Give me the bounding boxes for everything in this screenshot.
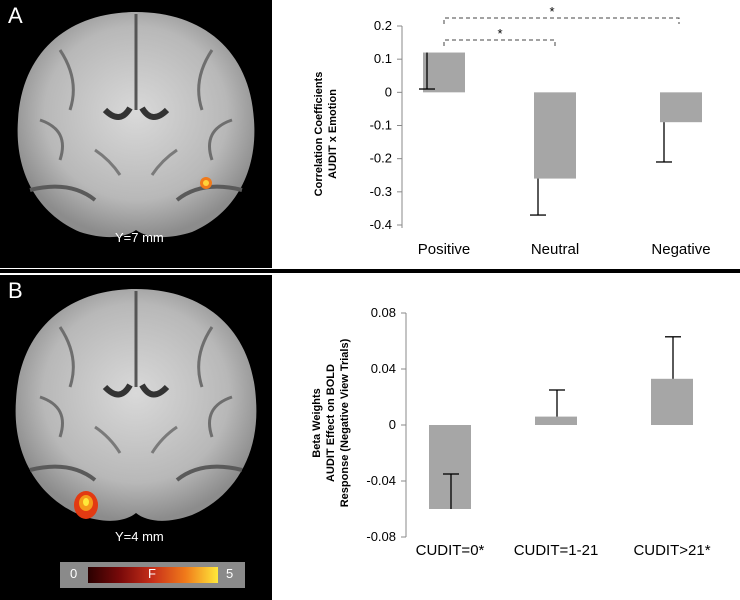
bar-a-2 xyxy=(534,92,576,179)
y-tick-label-b: -0.04 xyxy=(366,473,396,488)
colorbar-gradient xyxy=(88,567,218,583)
sig-star-1: * xyxy=(497,26,502,41)
y-tick-label-b: 0.08 xyxy=(371,305,396,320)
y-tick-label-a: -0.2 xyxy=(370,151,392,166)
sig-bracket-2 xyxy=(443,17,680,24)
category-label-b-3: CUDIT>21* xyxy=(633,542,710,559)
ylabel-b-line2: AUDIT Effect on BOLD xyxy=(325,364,337,482)
bar-chart-b: Beta Weights AUDIT Effect on BOLD Respon… xyxy=(311,305,711,559)
coronal-slice-b xyxy=(15,289,257,521)
ylabel-b-line3: Response (Negative View Trials) xyxy=(339,338,351,507)
y-tick-label-a: -0.3 xyxy=(370,184,392,199)
y-tick-label-a: -0.1 xyxy=(370,118,392,133)
bars-a xyxy=(419,52,702,216)
categories-a: Positive Neutral Negative xyxy=(418,241,711,258)
y-ticks-b: -0.08 -0.04 0 0.04 0.08 xyxy=(366,305,406,544)
ylabel-b-line1: Beta Weights xyxy=(311,388,323,457)
bars-b xyxy=(429,336,693,509)
brain-image-panel-a: A Y=7 mm xyxy=(0,0,272,268)
panel-letter-a: A xyxy=(8,3,23,28)
y-tick-label-a: 0.2 xyxy=(374,18,392,33)
colorbar: 0 F 5 xyxy=(60,562,245,588)
categories-b: CUDIT=0* CUDIT=1-21 CUDIT>21* xyxy=(416,542,711,559)
category-label-a-1: Positive xyxy=(418,241,471,258)
category-label-b-1: CUDIT=0* xyxy=(416,542,485,559)
sig-bracket-1 xyxy=(443,39,556,46)
y-tick-label-b: -0.08 xyxy=(366,529,396,544)
slice-label-a: Y=7 mm xyxy=(115,230,164,245)
category-label-a-3: Negative xyxy=(651,241,710,258)
bar-a-1 xyxy=(423,52,465,93)
y-tick-label-b: 0 xyxy=(389,417,396,432)
category-label-b-2: CUDIT=1-21 xyxy=(514,542,599,559)
y-tick-label-a: 0 xyxy=(385,84,392,99)
bar-b-1 xyxy=(429,425,471,509)
ylabel-a-line2: AUDIT x Emotion xyxy=(327,89,339,179)
panel-letter-b: B xyxy=(8,278,23,303)
bar-a-3 xyxy=(660,92,702,123)
ylabel-a-line1: Correlation Coefficients xyxy=(313,72,325,197)
sig-star-2: * xyxy=(549,4,554,19)
bar-chart-a: Correlation Coefficients AUDIT x Emotion… xyxy=(313,4,711,258)
colorbar-title: F xyxy=(148,566,156,581)
y-tick-label-a: 0.1 xyxy=(374,51,392,66)
bar-b-3 xyxy=(651,378,693,425)
y-ticks-a: -0.4 -0.3 -0.2 -0.1 0 0.1 0.2 xyxy=(370,18,402,232)
category-label-a-2: Neutral xyxy=(531,241,579,258)
bar-b-2 xyxy=(535,416,577,425)
panel-divider xyxy=(0,269,740,273)
colorbar-min-label: 0 xyxy=(70,566,78,581)
colorbar-max-label: 5 xyxy=(226,566,234,581)
brain-image-panel-b: B Y=4 mm xyxy=(0,275,272,600)
slice-label-b: Y=4 mm xyxy=(115,529,164,544)
y-tick-label-b: 0.04 xyxy=(371,361,396,376)
y-tick-label-a: -0.4 xyxy=(370,217,392,232)
coronal-slice-a xyxy=(17,12,255,238)
